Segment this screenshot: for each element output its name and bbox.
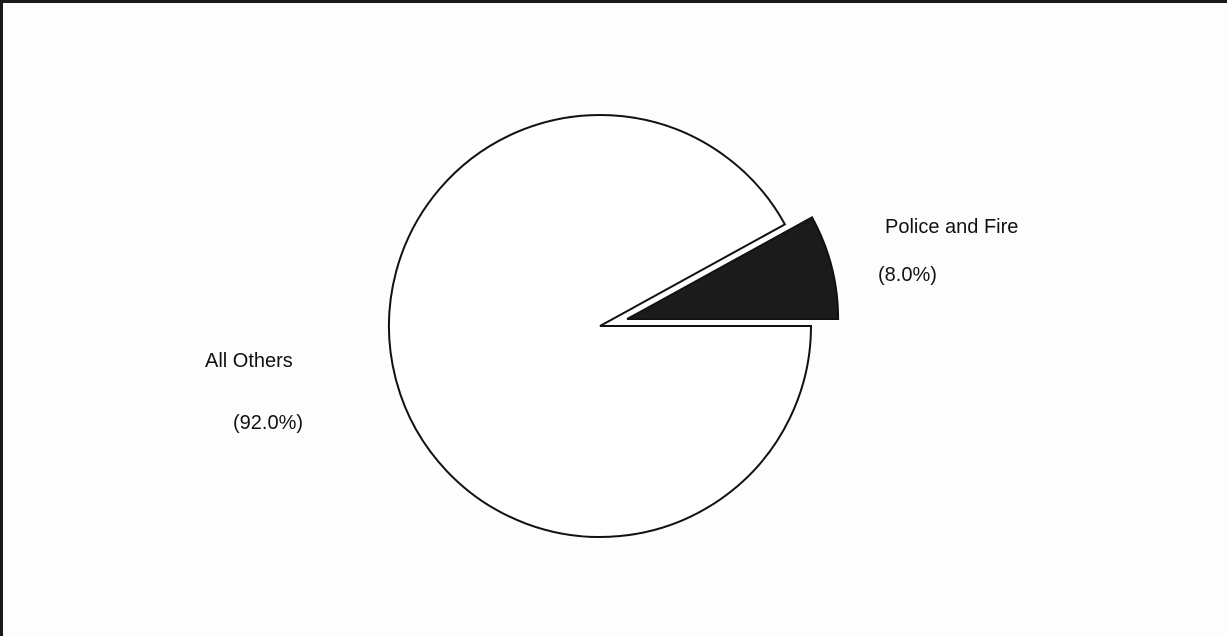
pie-labels: Police and Fire (8.0%) All Others (92.0%… [205, 216, 1018, 434]
pie-slice-police-and-fire [626, 216, 840, 321]
pie-chart: Police and Fire (8.0%) All Others (92.0%… [205, 114, 1018, 538]
slice-percent-all-others: (92.0%) [233, 412, 303, 434]
pie-slice-all-others [388, 114, 813, 538]
slice-label-police-and-fire: Police and Fire [885, 216, 1018, 238]
slice-label-all-others: All Others [205, 350, 293, 372]
pie-slices [388, 114, 840, 538]
slice-percent-police-and-fire: (8.0%) [878, 264, 937, 286]
